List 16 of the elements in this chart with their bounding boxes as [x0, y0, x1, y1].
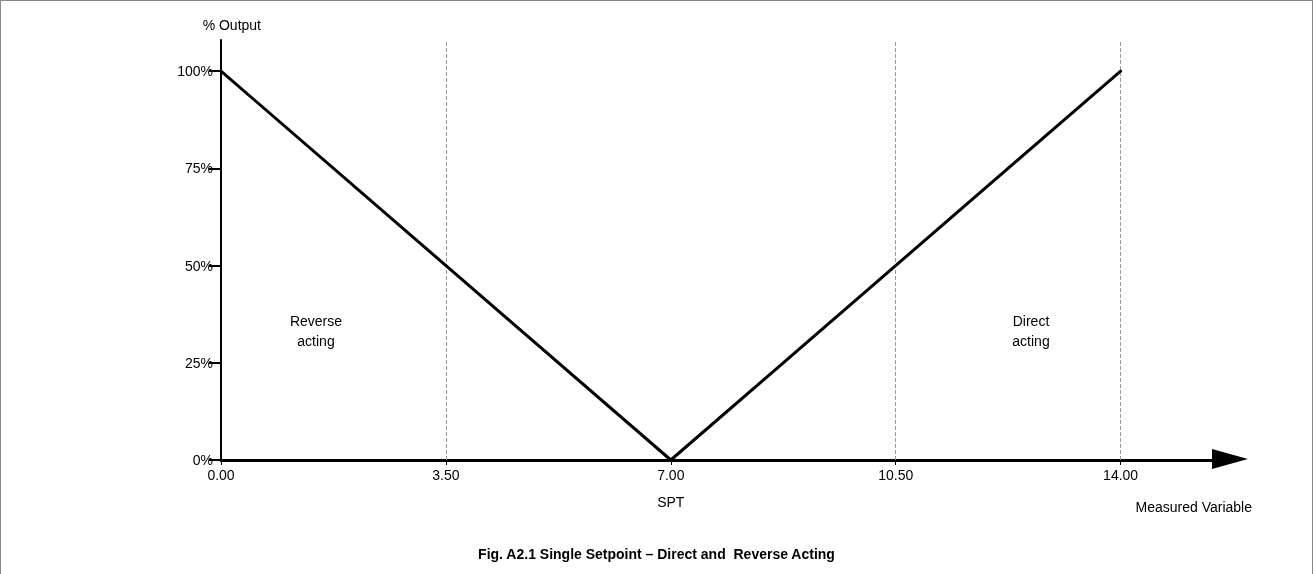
y-tick-label: 25%	[184, 354, 213, 371]
y-tick-label: 50%	[184, 257, 213, 274]
annotation: SPT	[657, 494, 685, 510]
x-tick-label: 0.00	[207, 467, 235, 483]
y-tick-label: 100%	[177, 63, 213, 80]
y-tick-label: 75%	[184, 160, 213, 177]
x-tick-label: 3.50	[432, 467, 460, 483]
y-tick-label: 0%	[192, 452, 213, 468]
annotation: Reverse acting	[289, 313, 343, 349]
x-tick-label: 14.00	[1103, 467, 1139, 483]
x-tick-label: 10.50	[878, 467, 914, 483]
annotation: Direct acting	[1012, 313, 1050, 349]
text: Fig. A2.1 Single Setpoint – Direct and Reverse Acting	[478, 546, 835, 562]
x-axis-title: Measured Variable	[1135, 499, 1253, 515]
y-axis-title: % Output	[202, 17, 262, 33]
x-tick-label: 7.00	[657, 467, 685, 483]
